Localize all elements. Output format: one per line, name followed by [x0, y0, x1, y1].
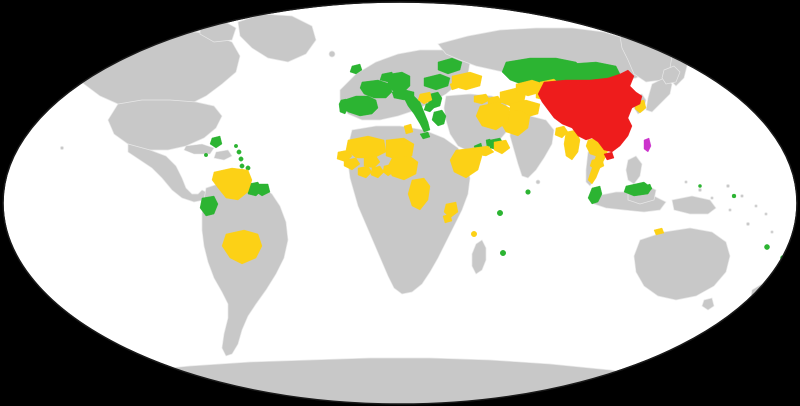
island-hawaii [60, 146, 64, 150]
magenta-countries [643, 137, 652, 153]
region-timor-leste [653, 227, 665, 236]
region-hispaniola [213, 149, 233, 161]
region-australia [633, 227, 731, 301]
region-bolivia [221, 229, 263, 265]
region-jamaica [203, 152, 208, 157]
region-marshall-islands [731, 193, 737, 199]
region-venezuela [211, 167, 253, 201]
region-nigeria [387, 155, 419, 181]
region-madagascar [471, 239, 487, 275]
region-maldives [525, 189, 531, 195]
island-pacific-6 [746, 222, 750, 226]
region-bahamas [209, 135, 223, 149]
region-united-states [107, 99, 223, 151]
region-iran [475, 101, 511, 131]
region-belarus [437, 57, 463, 75]
island-pacific-2 [710, 196, 714, 200]
region-seychelles [497, 209, 504, 216]
region-china-hainan [603, 151, 615, 161]
region-comoros [471, 230, 478, 237]
region-antigua [236, 149, 242, 155]
region-dominica [238, 156, 244, 162]
island-iceland [328, 50, 336, 58]
region-fiji [764, 244, 770, 250]
region-niger [385, 137, 415, 161]
region-ivory-coast [357, 165, 373, 179]
island-pacific-4 [740, 194, 744, 198]
red-countries [537, 69, 643, 161]
region-benelux [379, 71, 395, 83]
region-bosnia [417, 91, 433, 105]
island-sri-lanka [535, 179, 541, 185]
region-suriname [255, 183, 271, 197]
region-cameroon-gabon [407, 177, 431, 211]
region-georgia [473, 93, 491, 105]
region-taiwan [643, 137, 652, 153]
island-pacific-5 [754, 204, 758, 208]
region-uganda [443, 201, 459, 219]
region-greenland [237, 13, 317, 63]
region-italy-sicily [419, 131, 431, 140]
region-ethiopia [449, 147, 483, 179]
yellow-countries [211, 71, 665, 265]
region-tunisia [403, 123, 414, 135]
region-barbados [245, 165, 251, 171]
region-china [537, 69, 643, 153]
region-ecuador [199, 195, 219, 217]
region-japan-north [661, 65, 681, 85]
region-moldova [449, 81, 459, 91]
region-hungary [423, 73, 451, 91]
region-cuba [183, 143, 215, 155]
region-tasmania [701, 297, 715, 311]
island-pacific-7 [764, 212, 768, 216]
region-portugal [338, 98, 349, 115]
region-rwanda [442, 213, 453, 224]
region-bangladesh [554, 125, 569, 139]
region-micronesia [698, 184, 702, 188]
region-philippines [625, 155, 643, 185]
region-mali [345, 135, 387, 159]
region-saint-lucia [239, 163, 245, 169]
region-france [359, 79, 393, 99]
island-pacific-10 [770, 230, 774, 234]
caribbean-gray [183, 143, 233, 161]
region-montenegro [423, 101, 435, 113]
region-ireland [349, 63, 363, 75]
region-burkina-faso [363, 155, 381, 169]
region-greece [431, 109, 447, 127]
region-mauritius [500, 249, 507, 256]
region-oman [493, 139, 511, 155]
region-saint-kitts [233, 143, 238, 148]
region-brunei [643, 183, 653, 192]
island-pacific-3 [726, 184, 730, 188]
region-south-america [201, 181, 289, 357]
region-guinea [343, 157, 361, 171]
region-ghana [370, 165, 385, 179]
island-pacific-8 [684, 180, 688, 184]
region-cambodia [589, 157, 605, 171]
region-new-guinea [671, 195, 717, 215]
region-malaysia-peninsula [587, 185, 603, 205]
island-pacific-1 [698, 188, 702, 192]
island-pacific-9 [728, 208, 732, 212]
region-qatar [485, 138, 492, 148]
